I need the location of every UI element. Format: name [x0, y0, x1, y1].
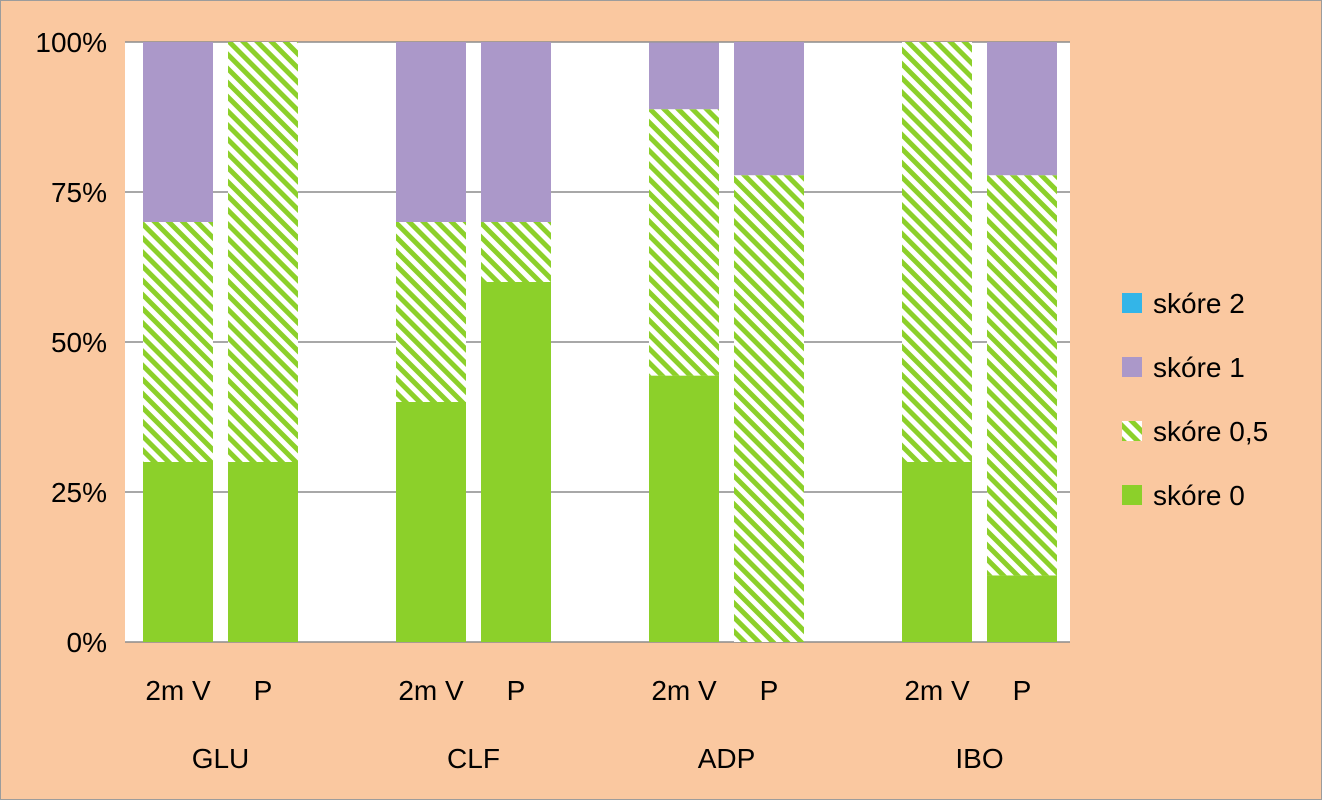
x-category-label: P	[254, 675, 273, 706]
bar-segment	[143, 42, 213, 222]
bar-segment	[481, 42, 551, 222]
y-axis-tick-labels: 0% 25% 50% 75% 100%	[35, 27, 107, 658]
legend-label: skóre 0,5	[1153, 416, 1268, 447]
bar-segment	[649, 109, 719, 376]
x-group-label: ADP	[698, 743, 756, 774]
bar-segment	[734, 175, 804, 642]
bar-segment	[481, 222, 551, 282]
bar-segment	[987, 42, 1057, 176]
legend-swatch	[1122, 293, 1142, 313]
bar-segment	[649, 42, 719, 110]
x-category-label: 2m V	[904, 675, 970, 706]
x-group-label: CLF	[447, 743, 500, 774]
bar-segment	[649, 375, 719, 642]
x-category-label: P	[507, 675, 526, 706]
y-tick-label: 0%	[67, 627, 107, 658]
x-category-label: P	[760, 675, 779, 706]
x-category-label: P	[1013, 675, 1032, 706]
y-tick-label: 75%	[51, 177, 107, 208]
legend: skóre 2 skóre 1 skóre 0,5 skóre 0	[1122, 288, 1268, 511]
bar-segment	[396, 222, 466, 402]
bar-segment	[396, 42, 466, 222]
legend-swatch	[1122, 357, 1142, 377]
x-group-label: IBO	[955, 743, 1003, 774]
bar-segment	[987, 175, 1057, 576]
legend-label: skóre 1	[1153, 352, 1245, 383]
bar-segment	[987, 575, 1057, 642]
x-group-label: GLU	[192, 743, 250, 774]
x-category-label: 2m V	[145, 675, 211, 706]
legend-swatch	[1122, 421, 1142, 441]
bars	[143, 42, 1057, 642]
legend-swatch	[1122, 485, 1142, 505]
y-tick-label: 100%	[35, 27, 107, 58]
bar-segment	[228, 462, 298, 642]
x-category-label: 2m V	[398, 675, 464, 706]
bar-segment	[902, 42, 972, 462]
bar-segment	[143, 222, 213, 462]
bar-segment	[396, 402, 466, 642]
x-axis-labels: 2m V P 2m V P 2m V P 2m V P GLU CLF ADP IBO	[145, 675, 1031, 774]
y-tick-label: 25%	[51, 477, 107, 508]
bar-segment	[902, 462, 972, 642]
bar-segment	[481, 282, 551, 642]
bar-segment	[228, 42, 298, 462]
bar-segment	[734, 42, 804, 176]
legend-label: skóre 2	[1153, 288, 1245, 319]
y-tick-label: 50%	[51, 327, 107, 358]
legend-label: skóre 0	[1153, 480, 1245, 511]
x-category-label: 2m V	[651, 675, 717, 706]
bar-segment	[143, 462, 213, 642]
